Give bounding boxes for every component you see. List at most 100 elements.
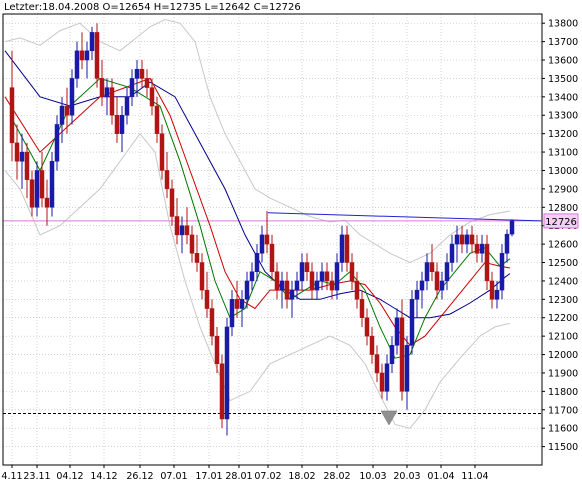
candle-up xyxy=(19,133,25,189)
candle-up xyxy=(454,225,460,263)
candle-down xyxy=(114,96,120,143)
y-tick-label: 12500 xyxy=(548,258,578,269)
candle-body xyxy=(444,262,450,282)
y-tick-label: 13700 xyxy=(548,37,578,48)
candle-down xyxy=(149,78,155,116)
candle-up xyxy=(449,234,455,272)
candle-body xyxy=(399,317,405,392)
candle-body xyxy=(289,289,295,300)
y-tick-label: 13600 xyxy=(548,56,578,67)
candle-down xyxy=(379,363,385,399)
x-tick-label: 04.12 xyxy=(56,471,83,482)
candle-up xyxy=(119,106,125,153)
candle-up xyxy=(394,308,400,355)
candle-down xyxy=(29,170,35,217)
candle-down xyxy=(374,345,380,383)
y-tick-label: 11900 xyxy=(548,368,578,379)
candle-up xyxy=(404,336,410,410)
candle-down xyxy=(489,271,495,309)
candle-body xyxy=(24,151,30,180)
candle-up xyxy=(339,225,345,272)
y-tick-label: 11500 xyxy=(548,442,578,453)
x-tick-label: 11.04 xyxy=(461,471,488,482)
candle-body xyxy=(239,299,245,309)
x-tick-label: 20.03 xyxy=(393,471,420,482)
candle-body xyxy=(204,289,210,309)
horizontal-lines xyxy=(3,220,542,414)
candle-body xyxy=(409,299,415,346)
candle-body xyxy=(454,234,460,245)
candle-down xyxy=(9,50,15,162)
candle-down xyxy=(214,326,220,373)
candle-down xyxy=(484,234,490,291)
candle-body xyxy=(164,170,170,190)
candle-body xyxy=(134,68,140,79)
candle-body xyxy=(44,197,50,208)
candle-body xyxy=(14,142,20,162)
candle-up xyxy=(299,253,305,291)
candle-up xyxy=(319,262,325,291)
x-tick-label: 14.12 xyxy=(90,471,117,482)
candle-body xyxy=(314,280,320,291)
candle-up xyxy=(104,78,110,116)
candle-body xyxy=(504,233,510,254)
candle-down xyxy=(24,142,30,199)
candle-body xyxy=(269,243,275,272)
y-tick-label: 13500 xyxy=(548,74,578,85)
candle-down xyxy=(144,69,150,97)
y-tick-label: 13200 xyxy=(548,129,578,140)
x-tick-label: 18.02 xyxy=(288,471,315,482)
candle-body xyxy=(284,280,290,300)
candle-body xyxy=(424,262,430,282)
candle-body xyxy=(74,50,80,79)
y-tick-label: 13300 xyxy=(548,111,578,122)
candle-body xyxy=(439,280,445,291)
candle-up xyxy=(239,290,245,327)
candle-body xyxy=(169,188,175,217)
candle-up xyxy=(229,290,235,337)
candle-down xyxy=(164,152,170,199)
candle-down xyxy=(139,60,145,88)
candle-body xyxy=(159,133,165,171)
candle-body xyxy=(119,114,125,134)
x-tick-label: 01.04 xyxy=(427,471,454,482)
candle-up xyxy=(69,69,75,125)
candle-up xyxy=(259,225,265,263)
candle-body xyxy=(479,243,485,254)
candle-body xyxy=(109,87,115,116)
y-tick-label: 12900 xyxy=(548,184,578,195)
candle-down xyxy=(79,32,85,70)
candle-down xyxy=(64,87,70,134)
candle-body xyxy=(189,234,195,254)
candle-body xyxy=(124,96,130,116)
x-tick-label: 28.01 xyxy=(225,471,252,482)
candle-body xyxy=(474,243,480,254)
candle-body xyxy=(429,262,435,272)
candle-body xyxy=(359,299,365,318)
marker-layer xyxy=(380,410,398,426)
candle-up xyxy=(419,271,425,309)
y-tick-label: 11700 xyxy=(548,405,578,416)
y-axis: 11500 11600 11700 11800 11900 12000 12100 12200… xyxy=(542,19,578,453)
candle-down xyxy=(99,60,105,107)
candle-body xyxy=(309,271,315,291)
candle-body xyxy=(469,234,475,245)
candle-down xyxy=(474,234,480,263)
candle-up xyxy=(439,271,445,300)
candle-body xyxy=(339,234,345,263)
candle-down xyxy=(359,290,365,327)
candle-body xyxy=(374,354,380,374)
trendline-layer xyxy=(267,212,542,222)
candle-up xyxy=(244,271,250,309)
candle-up xyxy=(464,229,470,254)
candle-down xyxy=(429,244,435,281)
x-tick-label: 17.01 xyxy=(195,471,222,482)
candle-down xyxy=(94,23,100,88)
candle-body xyxy=(494,289,500,300)
candle-down xyxy=(199,253,205,300)
candle-body xyxy=(459,234,465,245)
candle-body xyxy=(149,87,155,107)
candle-body xyxy=(324,271,330,282)
candle-down xyxy=(369,326,375,364)
candle-body xyxy=(154,105,160,134)
